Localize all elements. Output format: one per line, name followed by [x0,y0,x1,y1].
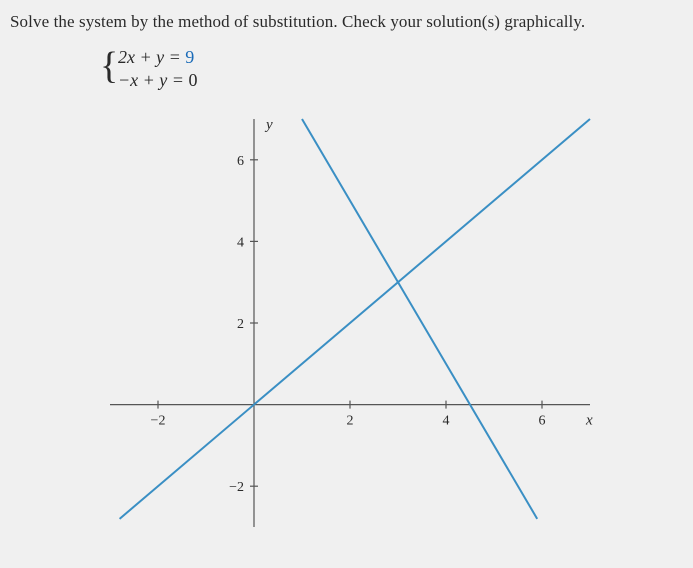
line2_neg_x_plus_y_eq_0 [120,119,590,519]
eq2-rhs: 0 [188,70,197,90]
y-tick-label: 6 [237,154,244,169]
problem-instruction: Solve the system by the method of substi… [10,12,683,32]
y-axis-label: y [264,117,273,133]
x-tick-label: 6 [539,413,546,428]
brace-left: { [100,44,118,88]
equation-system: { 2x + y = 9 −x + y = 0 [100,46,683,93]
eq1-lhs: 2x + y [118,47,164,67]
x-tick-label: 4 [443,413,450,428]
eq1-equals: = [169,47,186,67]
y-tick-label: 4 [237,235,244,250]
chart: −2 2 4 6 −2 2 4 6 x y [100,113,683,533]
equation-2: −x + y = 0 [118,69,683,92]
line1_2x_plus_y_eq_9 [302,119,537,519]
x-axis-label: x [585,412,593,428]
chart-svg: −2 2 4 6 −2 2 4 6 x y [100,113,600,533]
y-tick-label: 2 [237,317,244,332]
x-tick-label: 2 [347,413,354,428]
eq2-lhs: −x + y [118,70,167,90]
eq1-rhs: 9 [185,47,194,67]
eq2-equals: = [172,70,189,90]
x-tick-label: −2 [151,413,166,428]
y-tick-label: −2 [229,480,244,495]
equation-1: 2x + y = 9 [118,46,683,69]
